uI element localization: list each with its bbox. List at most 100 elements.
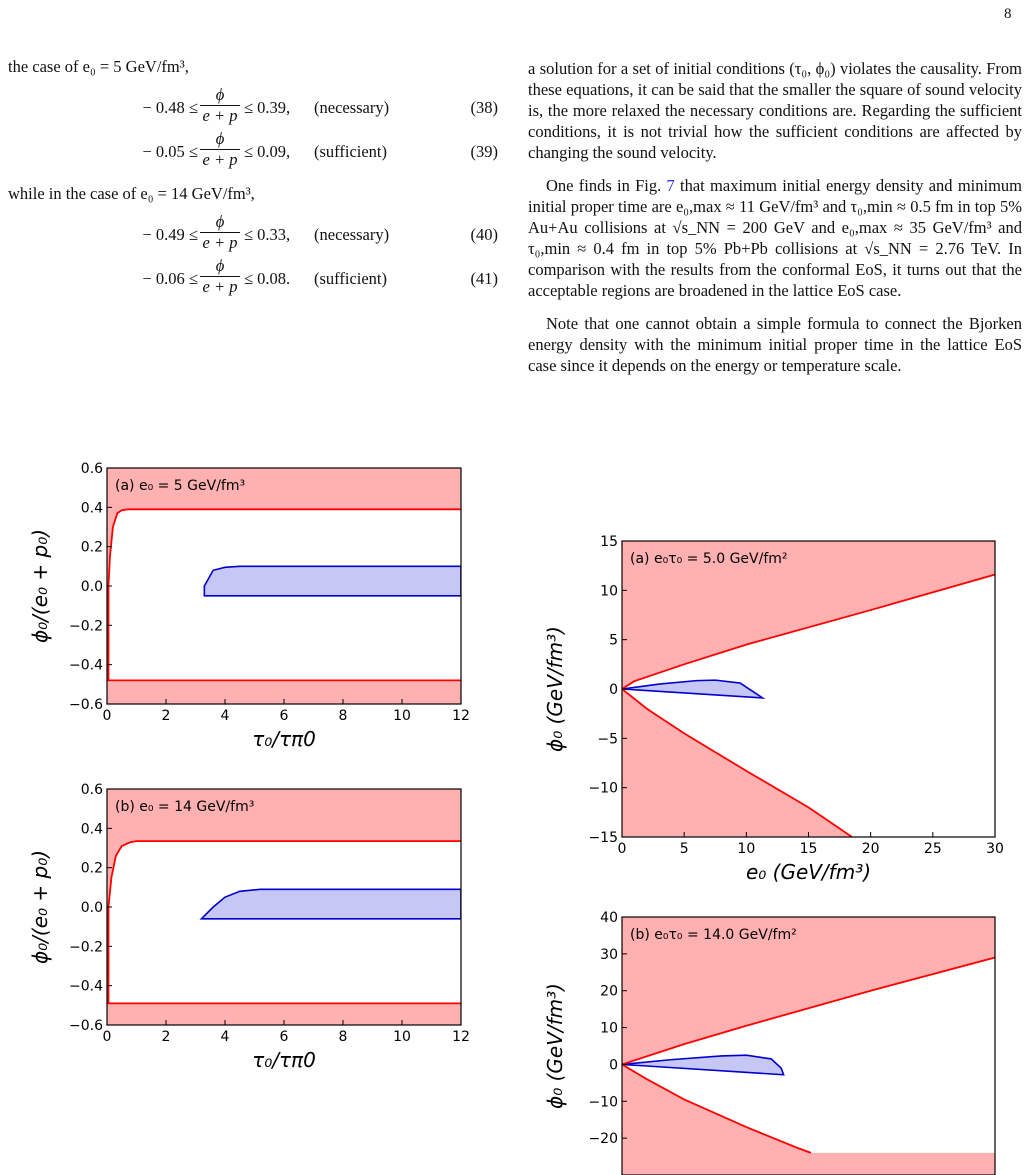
x-tick-label: 0 [618, 841, 627, 857]
x-tick-label: 10 [737, 841, 755, 857]
x-tick-label: 8 [339, 708, 348, 724]
x-tick-label: 5 [680, 841, 689, 857]
y-tick-label: 0.2 [81, 540, 103, 556]
y-tick-label: 0.0 [81, 579, 103, 595]
eq-lhs: − 0.49 ≤ [142, 225, 199, 244]
eq-rhs: ≤ 0.39, [244, 98, 291, 117]
x-tick-label: 4 [221, 708, 230, 724]
figure-link[interactable]: 7 [666, 176, 675, 195]
y-tick-label: 0.0 [81, 900, 103, 916]
eq-lhs: − 0.05 ≤ [142, 142, 199, 161]
eq-rhs: ≤ 0.08. [244, 269, 291, 288]
y-tick-label: −10 [588, 781, 618, 797]
eq-lhs: − 0.06 ≤ [142, 269, 199, 288]
eq-kind: (sufficient) [314, 269, 388, 288]
x-axis-label: τ₀/τπ0 [252, 1048, 316, 1072]
eq-number: (38) [470, 98, 499, 117]
plot-area [107, 789, 461, 1025]
y-tick-label: 0.4 [81, 500, 103, 516]
sufficient-region [203, 565, 461, 597]
necessary-lower-line [622, 1063, 812, 1154]
x-tick-label: 0 [103, 708, 112, 724]
forbidden-region-lower [622, 1064, 995, 1175]
necessary-upper-line [622, 573, 995, 690]
plot-area [107, 468, 461, 704]
y-tick-label: −5 [597, 731, 618, 747]
x-tick-label: 8 [339, 1029, 348, 1045]
x-tick-label: 2 [162, 1029, 171, 1045]
chart-left-a: 0 2 4 6 8 10 12 −0.6 −0.4 −0.2 0.0 0.2 0.4 0.6 (a) e₀ … [28, 461, 470, 751]
y-tick-label: 20 [600, 984, 618, 1000]
paragraph-3: Note that one cannot obtain a simple for… [528, 314, 1022, 375]
x-tick-label: 20 [862, 841, 880, 857]
necessary-lower-line [622, 688, 853, 837]
y-tick-label: 0.2 [81, 861, 103, 877]
eq-kind: (necessary) [314, 225, 390, 244]
forbidden-region-lower [107, 680, 461, 704]
forbidden-region-upper [107, 789, 461, 1025]
eq-number: (40) [470, 225, 499, 244]
panel-label: (a) e₀ = 5 GeV/fm³ [115, 478, 245, 494]
eq-rhs: ≤ 0.09, [244, 142, 291, 161]
y-tick-label: 0.4 [81, 821, 103, 837]
y-tick-label: −0.4 [69, 979, 103, 995]
x-tick-label: 0 [103, 1029, 112, 1045]
y-tick-label: −0.6 [69, 697, 103, 713]
forbidden-region-upper [622, 917, 995, 1065]
paragraph-2: One finds in Fig. 7 that maximum initial… [528, 176, 1022, 300]
y-tick-label: 5 [609, 633, 618, 649]
plot-frame [621, 916, 996, 1175]
forbidden-region-lower [107, 1003, 461, 1025]
y-tick-label: 40 [600, 910, 618, 926]
eq-rhs: ≤ 0.33, [244, 225, 291, 244]
x-axis-label: τ₀/τπ0 [252, 727, 316, 751]
y-tick-label: 15 [600, 534, 618, 550]
y-tick-label: −0.2 [69, 939, 103, 955]
y-tick-label: −15 [588, 830, 618, 846]
chart-right-a: 0 5 10 15 20 25 30 −15 −10 −5 0 5 10 15 (a) e₀τ₀ = 5.0… [543, 534, 1004, 884]
y-tick-label: −0.4 [69, 658, 103, 674]
x-tick-label: 10 [393, 1029, 411, 1045]
y-tick-label: 30 [600, 947, 618, 963]
necessary-upper-line [107, 840, 461, 908]
chart-right-b: −20 −10 0 10 20 30 40 (b) e₀τ₀ = 14.0 GeV/fm² ϕ₀… [543, 910, 996, 1175]
y-tick-label: −10 [588, 1094, 618, 1110]
forbidden-region-lower [622, 689, 995, 837]
y-tick-label: 10 [600, 1021, 618, 1037]
eq-lhs: − 0.48 ≤ [142, 98, 199, 117]
sufficient-region [199, 888, 461, 920]
x-tick-label: 25 [924, 841, 942, 857]
panel-label: (a) e₀τ₀ = 5.0 GeV/fm² [630, 551, 788, 567]
y-tick-label: 0 [609, 682, 618, 698]
y-tick-label: −20 [588, 1131, 618, 1147]
plot-area [622, 917, 995, 1175]
plot-area [622, 541, 995, 837]
y-tick-label: 10 [600, 583, 618, 599]
intro-text-2: while in the case of e₀ = 14 GeV/fm³, [8, 184, 255, 203]
y-axis-label: ϕ₀/(e₀ + p₀) [28, 529, 52, 643]
sufficient-region [622, 679, 766, 699]
eq-number: (39) [470, 142, 499, 161]
chart-left-b: 0 2 4 6 8 10 12 −0.6 −0.4 −0.2 0.0 0.2 0.4 0.6 (b) e₀ … [28, 782, 470, 1072]
x-tick-label: 2 [162, 708, 171, 724]
x-tick-label: 30 [986, 841, 1004, 857]
x-tick-label: 10 [393, 708, 411, 724]
necessary-upper-line [107, 508, 461, 587]
right-column: a solution for a set of initial conditio… [528, 58, 1022, 388]
necessary-upper-line [622, 956, 995, 1066]
panel-label: (b) e₀ = 14 GeV/fm³ [115, 799, 254, 815]
y-tick-label: 0.6 [81, 782, 103, 798]
x-tick-label: 15 [800, 841, 818, 857]
y-tick-label: −0.6 [69, 1018, 103, 1034]
forbidden-region-upper [622, 541, 995, 689]
panel-label: (b) e₀τ₀ = 14.0 GeV/fm² [630, 927, 797, 943]
